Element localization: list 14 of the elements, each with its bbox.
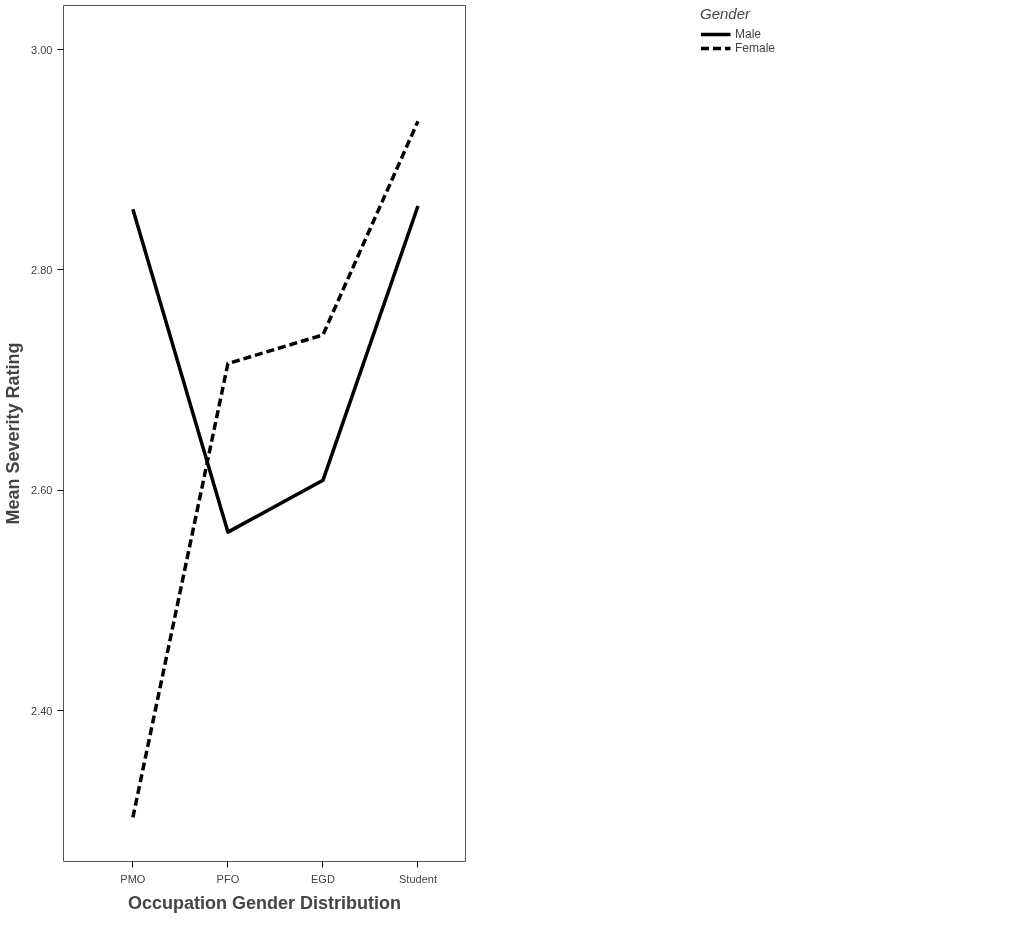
- x-axis-title: Occupation Gender Distribution: [127, 892, 402, 913]
- legend-label: Female: [734, 41, 776, 55]
- line-series: [131, 119, 420, 820]
- x-tick-label: PFO: [216, 872, 240, 885]
- x-tick-label: PMO: [120, 872, 146, 885]
- y-tick-label: 3.00: [31, 43, 53, 56]
- x-tick-label: Student: [399, 872, 437, 885]
- y-tick-label: 2.80: [31, 263, 53, 276]
- y-tick-label: 2.60: [31, 484, 53, 497]
- x-tick-label: EGD: [311, 872, 335, 885]
- legend-title: Gender: [699, 5, 752, 22]
- y-axis-title: Mean Severity Rating: [3, 342, 24, 525]
- y-tick-label: 2.40: [31, 704, 53, 717]
- legend-label: Male: [734, 27, 762, 41]
